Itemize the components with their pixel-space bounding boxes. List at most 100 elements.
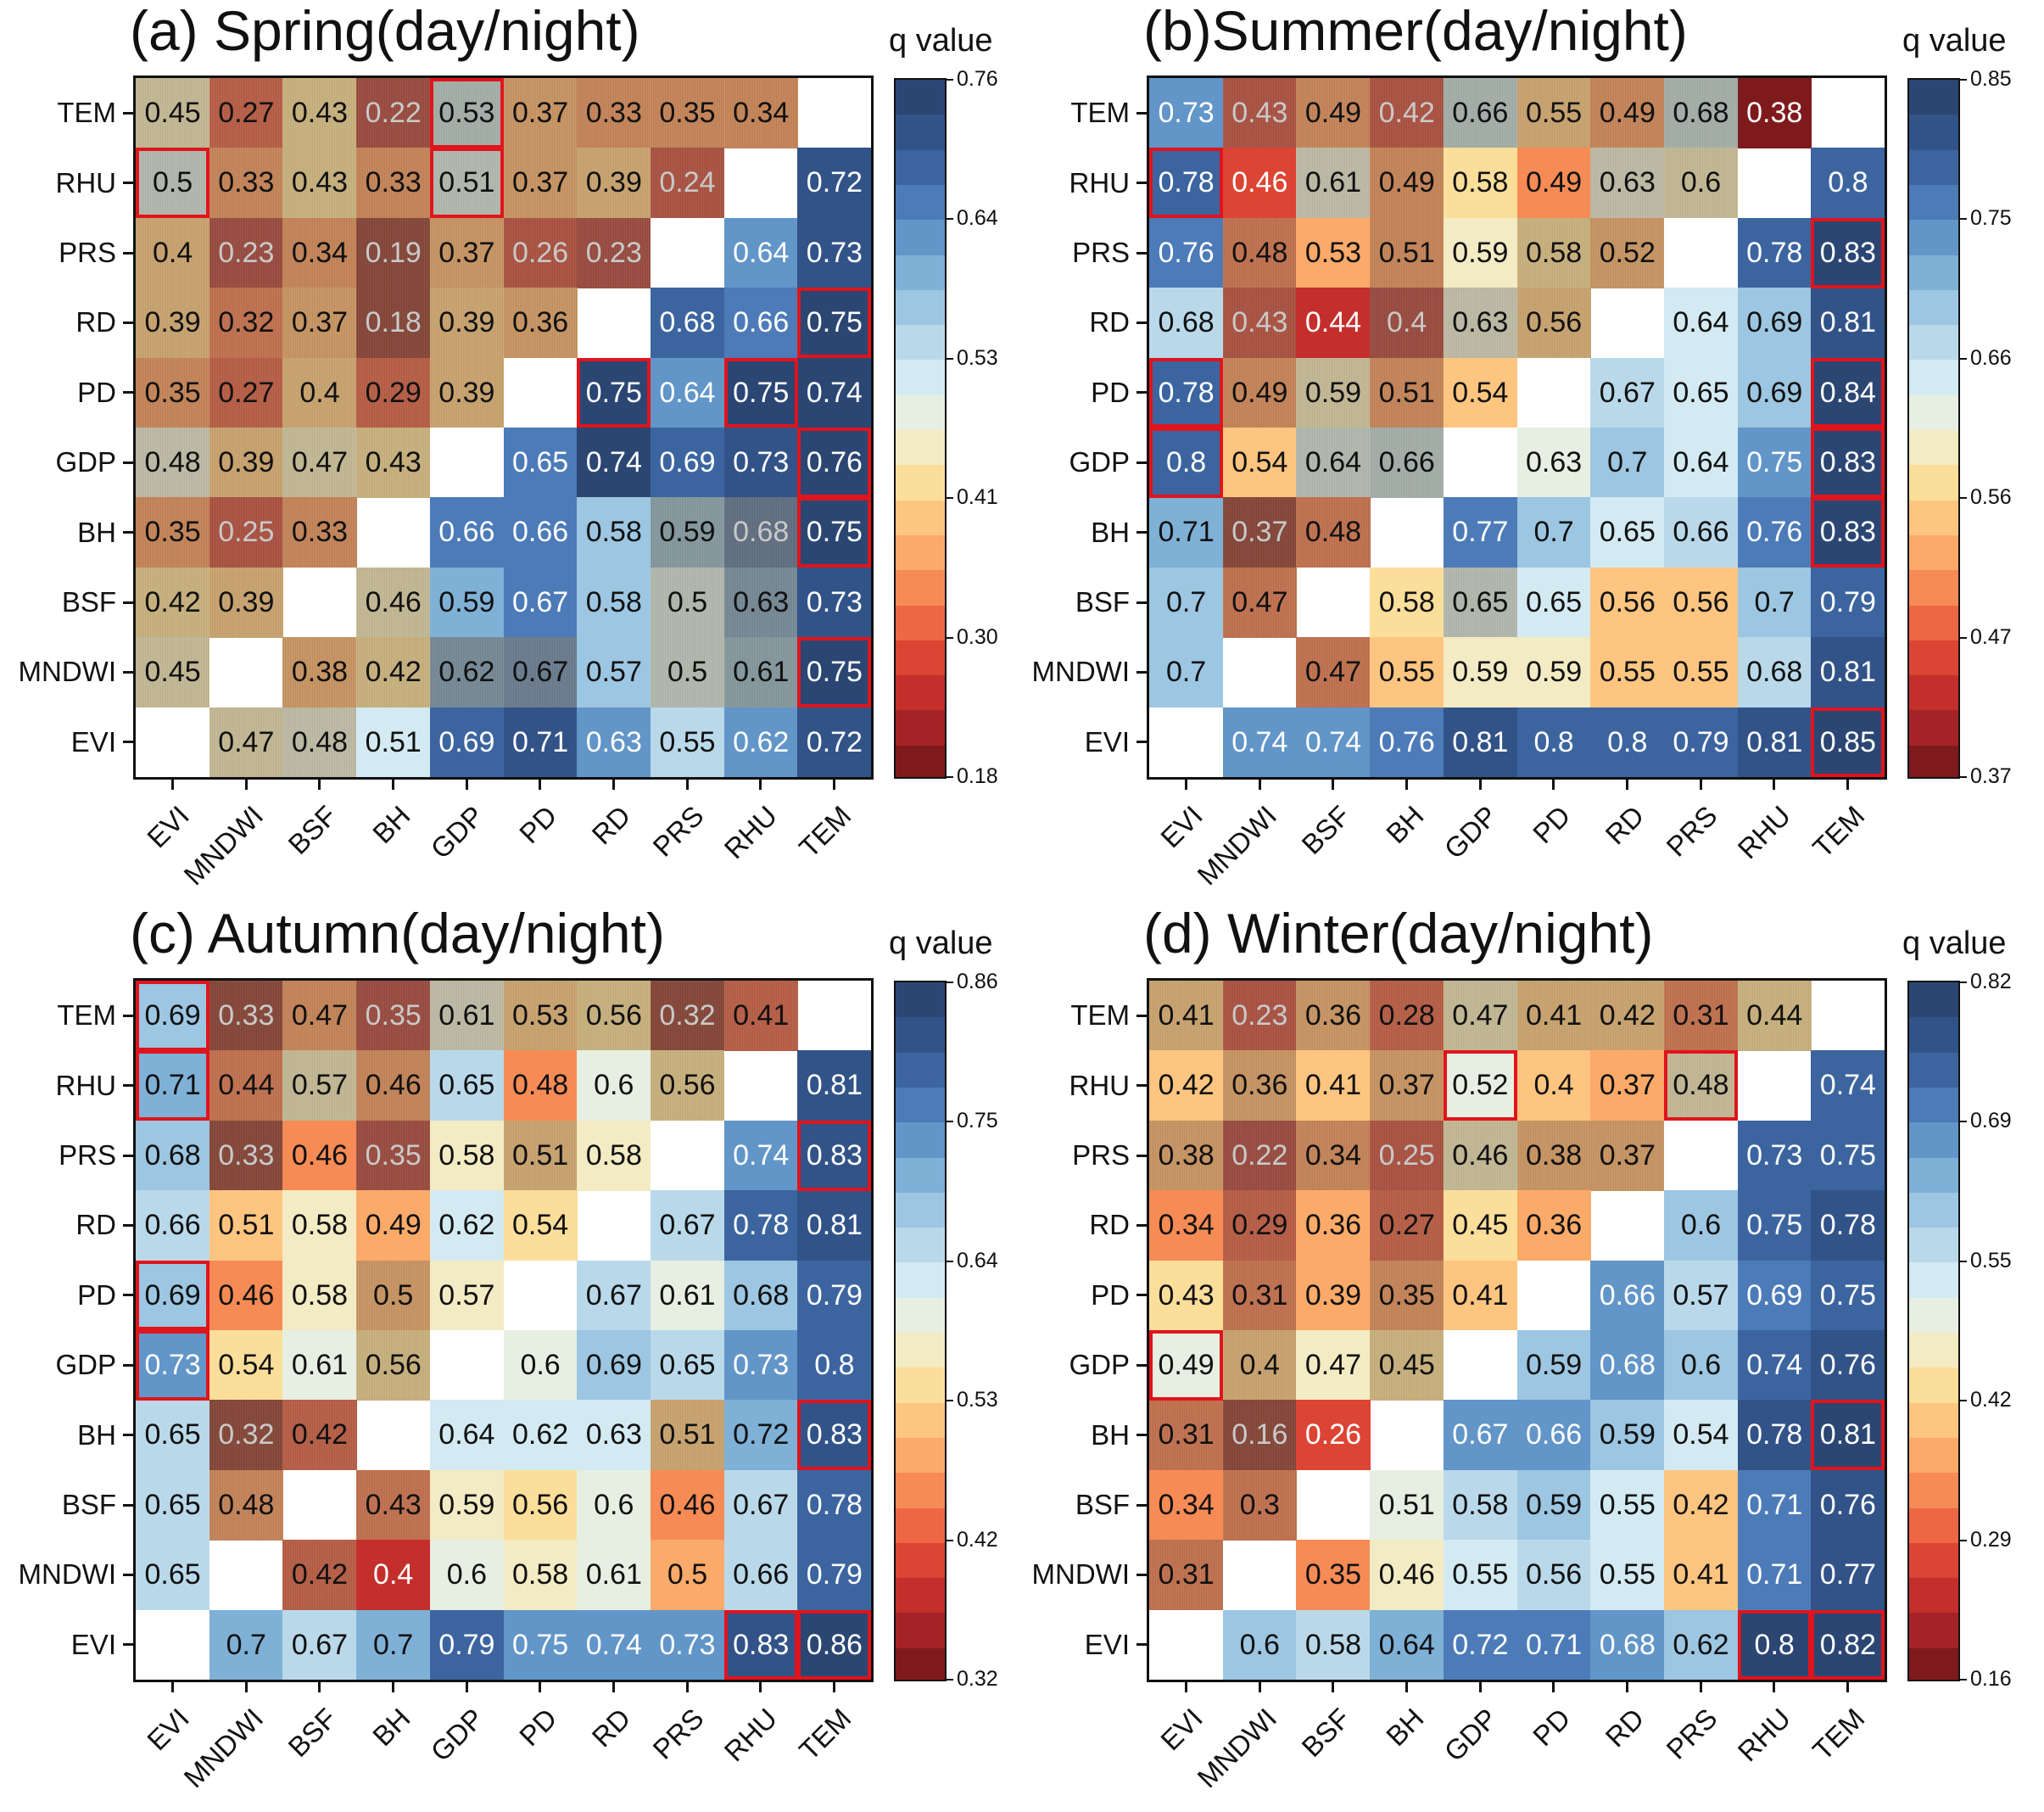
row-label: RD: [1089, 306, 1130, 338]
cell-value-label: 0.79: [806, 1278, 863, 1311]
column-label: BSF: [281, 1702, 343, 1764]
cell-value-label: 0.37: [512, 96, 569, 129]
heatmap-cell: 0.71: [1516, 1609, 1591, 1681]
cell-value-label: 0.7: [1754, 585, 1795, 618]
cell-value-label: 0.65: [1599, 516, 1656, 549]
cell-value-label: 0.46: [659, 1488, 716, 1521]
cell-value-label: 0.75: [1819, 1278, 1876, 1311]
cell-value-label: 0.81: [1819, 656, 1876, 689]
cell-value-label: 0.37: [291, 306, 349, 339]
heatmap-cell: 0.31: [1149, 1540, 1224, 1611]
heatmap-cell: 0.63: [577, 707, 651, 778]
heatmap-cell: 0.74: [1811, 1050, 1885, 1121]
heatmap-cell: 0.46: [356, 1050, 431, 1121]
cell-value-label: 0.43: [291, 166, 349, 199]
heatmap-cell: 0.53: [503, 981, 578, 1051]
cell-value-label: 0.75: [512, 1628, 569, 1661]
cell-value-label: 0.58: [438, 1138, 495, 1172]
row-label: EVI: [70, 1628, 116, 1660]
heatmap-cell: 0.55: [1516, 78, 1591, 148]
cell-value-label: 0.27: [218, 96, 275, 129]
heatmap-cell: 0.38: [1149, 1120, 1224, 1191]
heatmap-cell: 0.62: [723, 707, 798, 778]
y-axis-tick: [1136, 741, 1147, 744]
cell-value-label: 0.49: [1599, 96, 1656, 129]
heatmap-cell: 0.51: [356, 707, 431, 778]
y-axis-tick: [123, 251, 133, 254]
heatmap-cell: 0.76: [1370, 707, 1444, 778]
heatmap-cell: 0.72: [797, 707, 872, 778]
cell-value-label: 0.62: [438, 656, 495, 689]
heatmap-cell: 0.55: [1370, 637, 1444, 708]
cell-value-label: 0.24: [659, 166, 716, 199]
cell-value-label: 0.31: [1673, 998, 1729, 1032]
cell-value-label: 0.74: [585, 1628, 642, 1661]
heatmap-cell: 0.73: [797, 217, 872, 288]
cell-value-label: 0.76: [1819, 1348, 1876, 1381]
heatmap-cell: 0.67: [1590, 357, 1665, 428]
cell-value-label: 0.75: [733, 376, 790, 409]
cell-value-label: 0.75: [1746, 1209, 1803, 1242]
cell-value-label: 0.77: [1452, 516, 1509, 549]
x-axis-tick: [1626, 780, 1629, 790]
cell-value-label: 0.4: [1533, 1069, 1574, 1102]
heatmap-cell: 0.31: [1663, 981, 1739, 1051]
cell-value-label: 0.54: [1452, 376, 1509, 409]
cell-value-label: 0.41: [1452, 1278, 1509, 1311]
row-label: RHU: [1069, 1069, 1131, 1101]
heatmap-cell: 0.26: [503, 217, 578, 288]
heatmap-cell: 0.56: [1590, 567, 1665, 638]
cell-value-label: 0.74: [1304, 725, 1362, 758]
cell-value-label: 0.45: [1452, 1209, 1509, 1242]
heatmap-cell: 0.32: [209, 1400, 283, 1471]
colorbar-band: [896, 1297, 945, 1334]
cell-value-label: 0.51: [438, 166, 495, 199]
heatmap-cell: 0.7: [209, 1609, 283, 1681]
heatmap-cell: 0.73: [723, 428, 798, 498]
heatmap-cell: 0.32: [650, 981, 725, 1051]
cell-value-label: 0.47: [1304, 656, 1362, 689]
cell-value-label: 0.79: [438, 1628, 495, 1661]
colorbar-band: [896, 1017, 945, 1054]
heatmap-cell: 0.81: [1443, 707, 1517, 778]
column-label: BSF: [1294, 799, 1356, 861]
colorbar-tick: [947, 357, 953, 360]
colorbar-band: [1909, 394, 1958, 431]
cell-value-label: 0.4: [1239, 1348, 1280, 1381]
cell-value-label: 0.78: [1158, 166, 1215, 199]
cell-value-label: 0.37: [1378, 1069, 1435, 1102]
cell-value-label: 0.7: [1607, 445, 1648, 478]
y-axis-tick: [123, 1223, 133, 1227]
cell-value-label: 0.68: [733, 1278, 790, 1311]
heatmap-cell: 0.61: [577, 1540, 651, 1611]
colorbar-tick-label: 0.69: [1970, 1109, 2012, 1133]
heatmap-cell: 0.34: [1149, 1190, 1224, 1261]
cell-value-label: 0.48: [291, 725, 349, 758]
heatmap-cell: 0.62: [429, 637, 504, 708]
cell-value-label: 0.73: [659, 1628, 716, 1661]
heatmap-cell: 0.6: [1663, 148, 1739, 219]
x-axis-tick: [1478, 1682, 1482, 1692]
colorbar-band: [1909, 570, 1958, 607]
colorbar-tick-label: 0.56: [1970, 485, 2012, 510]
heatmap-cell: 0.35: [136, 357, 210, 428]
heatmap-cell: 0.61: [723, 637, 798, 708]
cell-value-label: 0.46: [291, 1138, 349, 1172]
x-axis-tick: [1626, 1682, 1629, 1692]
cell-value-label: 0.57: [291, 1069, 349, 1102]
colorbar: [894, 981, 947, 1681]
y-axis-tick: [123, 1573, 133, 1576]
colorbar-tick-label: 0.16: [1970, 1667, 2012, 1691]
column-label: PRS: [646, 799, 710, 863]
heatmap-cell: 0.7: [1516, 497, 1591, 568]
heatmap-cell: 0.57: [282, 1050, 357, 1121]
cell-value-label: 0.39: [218, 585, 275, 618]
cell-value-label: 0.7: [373, 1628, 414, 1661]
colorbar-band: [896, 254, 945, 291]
cell-value-label: 0.4: [299, 376, 340, 409]
cell-value-label: 0.59: [1452, 656, 1509, 689]
heatmap-cell: 0.58: [282, 1260, 357, 1331]
heatmap-cell: 0.78: [1149, 148, 1224, 219]
cell-value-label: 0.69: [659, 445, 716, 478]
column-label: BH: [1379, 799, 1430, 850]
